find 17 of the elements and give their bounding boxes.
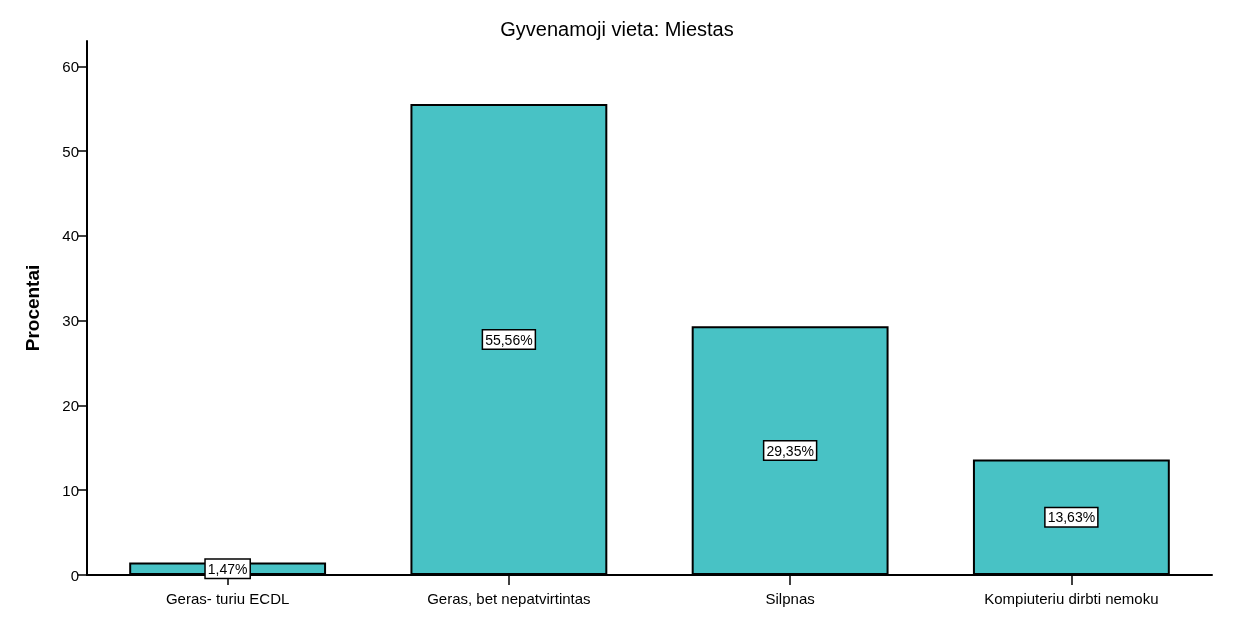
x-tick-label: Kompiuteriu dirbti nemoku (984, 590, 1159, 607)
y-tick-label: 60 (62, 57, 79, 75)
y-tick-label: 10 (62, 481, 79, 499)
data-label: 55,56% (485, 331, 533, 348)
y-tick-label: 40 (62, 227, 79, 245)
x-tick-label: Geras, bet nepatvirtintas (427, 590, 591, 607)
y-tick-label: 30 (62, 312, 79, 330)
y-tick-label: 0 (70, 566, 79, 584)
data-label: 1,47% (207, 560, 248, 577)
chart-title: Gyvenamoji vieta: Miestas (500, 18, 734, 40)
y-tick-label: 50 (62, 142, 79, 160)
y-axis-title: Procentai (22, 264, 43, 352)
x-tick-label: Silpnas (765, 590, 815, 607)
x-tick-label: Geras- turiu ECDL (165, 590, 290, 607)
data-label: 29,35% (766, 442, 814, 459)
y-tick-label: 20 (62, 396, 79, 414)
data-label: 13,63% (1047, 509, 1096, 526)
